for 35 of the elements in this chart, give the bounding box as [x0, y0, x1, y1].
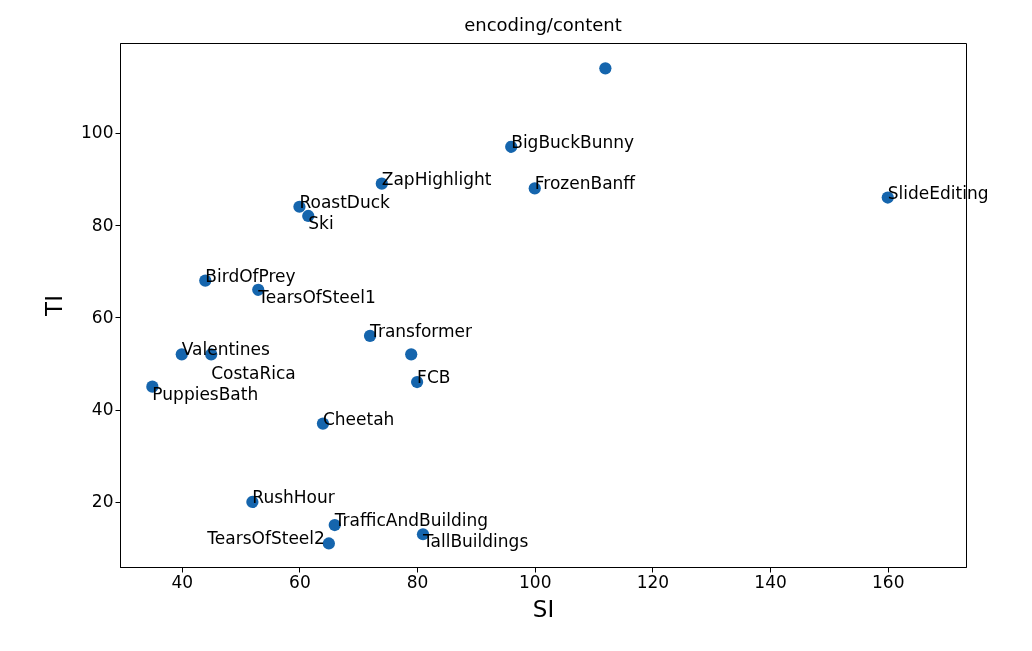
annotation: TallBuildings: [421, 531, 529, 552]
y-tick-label: 60: [91, 306, 114, 327]
annotation: PuppiesBath: [152, 383, 259, 404]
y-tick-label: 80: [91, 214, 114, 235]
annotation: ZapHighlight: [381, 168, 492, 189]
point: [599, 62, 612, 75]
x-tick-label: 100: [519, 571, 552, 592]
x-axis-title: SI: [532, 595, 555, 622]
annotation: BirdOfPrey: [205, 265, 296, 286]
x-tick-label: 60: [289, 571, 311, 592]
x-tick-label: 40: [171, 571, 194, 592]
y-tick-label: 20: [91, 491, 114, 512]
y-tick-label: 100: [81, 122, 114, 143]
point: [322, 537, 335, 550]
annotation: TearsOfSteel2: [206, 528, 325, 549]
annotation: FCB: [417, 367, 451, 388]
annotation: Transformer: [369, 320, 473, 341]
annotation: Valentines: [181, 339, 271, 360]
x-tick-label: 120: [636, 571, 670, 592]
annotation: RoastDuck: [299, 191, 391, 212]
x-tick-label: 140: [754, 571, 787, 592]
annotation: RushHour: [252, 486, 335, 507]
annotation: Cheetah: [322, 408, 395, 429]
y-tick-label: 40: [91, 399, 114, 420]
y-axis-title: TI: [41, 295, 68, 317]
x-tick-label: 160: [872, 571, 905, 592]
x-tick-label: 80: [406, 571, 429, 592]
annotation: FrozenBanff: [534, 173, 637, 194]
annotation: BigBuckBunny: [511, 131, 635, 152]
annotation: CostaRica: [211, 363, 296, 384]
chart-title: encoding/content: [464, 14, 622, 35]
point: [405, 348, 418, 361]
annotation: TearsOfSteel1: [257, 286, 376, 307]
annotation: TrafficAndBuilding: [333, 510, 488, 531]
annotation: Ski: [308, 212, 334, 233]
